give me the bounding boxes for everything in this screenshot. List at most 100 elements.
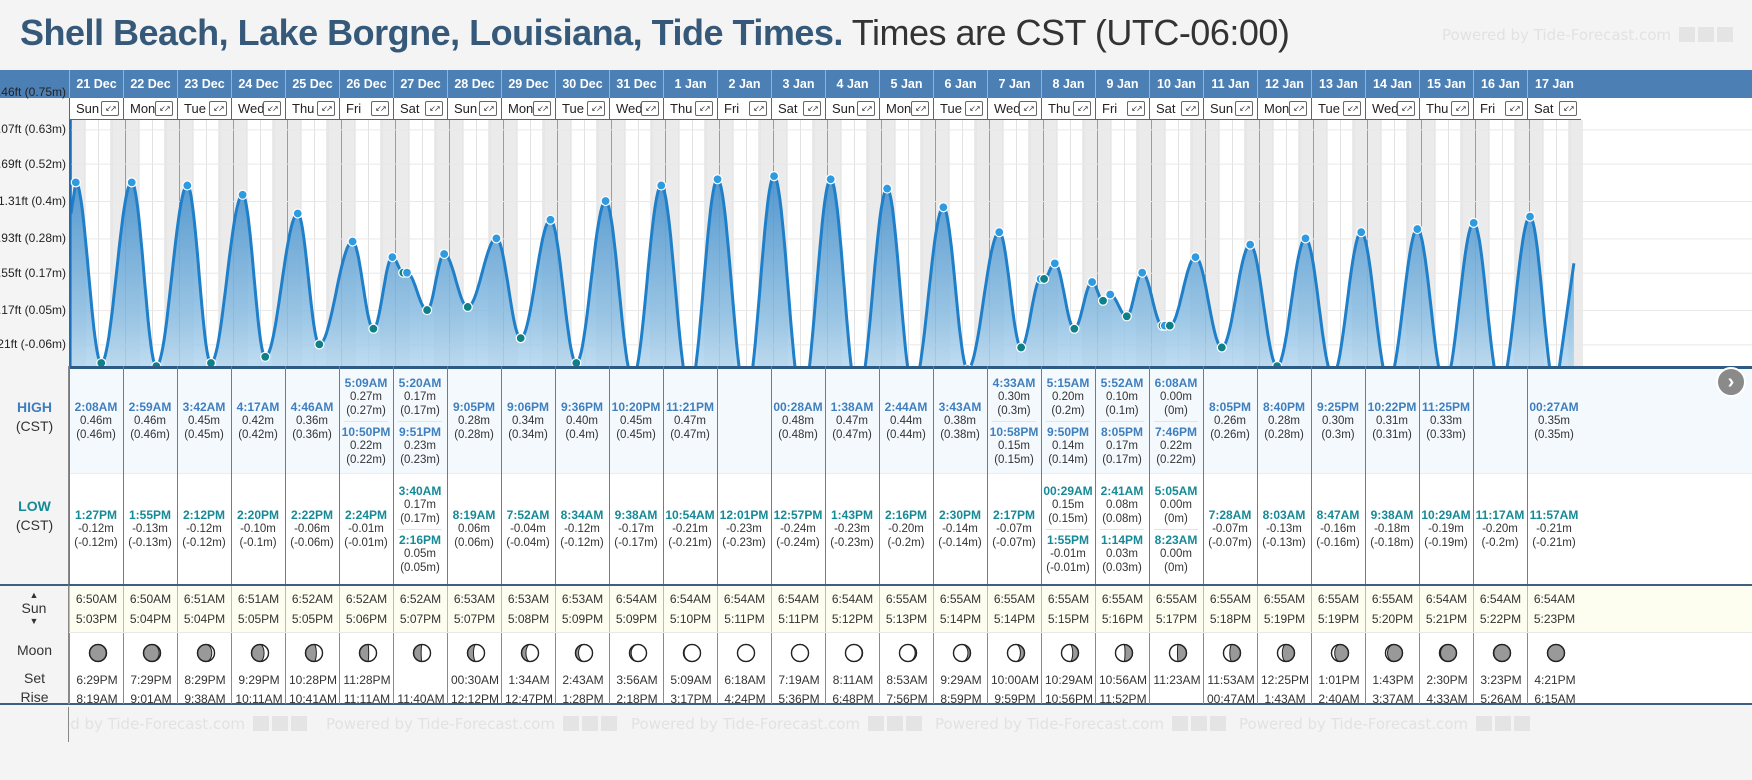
high-tide-point[interactable]: [347, 236, 358, 247]
low-tide-point[interactable]: [260, 351, 271, 362]
expand-day-button[interactable]: ↙↗: [587, 101, 605, 116]
high-tide-point[interactable]: [600, 195, 611, 207]
low-tide-point[interactable]: [515, 333, 526, 344]
moon-phase-icon: [898, 643, 918, 663]
expand-day-button[interactable]: ↙↗: [1451, 101, 1469, 116]
high-tide-point[interactable]: [491, 233, 502, 244]
low-tide-point[interactable]: [368, 323, 379, 334]
expand-day-button[interactable]: ↙↗: [857, 101, 875, 116]
low-tide-point[interactable]: [1097, 295, 1109, 306]
expand-day-button[interactable]: ↙↗: [1127, 101, 1145, 116]
expand-day-button[interactable]: ↙↗: [101, 101, 119, 116]
column-divider: [771, 366, 772, 584]
expand-day-button[interactable]: ↙↗: [965, 101, 983, 116]
low-tide-point[interactable]: [462, 301, 473, 313]
low-tide-point[interactable]: [1164, 320, 1175, 331]
tide-height-alt: (0.3m): [997, 404, 1031, 417]
high-tide-point[interactable]: [1468, 217, 1479, 228]
high-tide-point[interactable]: [1245, 239, 1256, 250]
powered-by-link[interactable]: ed by Tide-Forecast.com: [69, 715, 307, 733]
tide-height-alt: (0m): [1164, 512, 1188, 525]
expand-day-button[interactable]: ↙↗: [317, 101, 335, 116]
powered-by-link[interactable]: Powered by Tide-Forecast.com: [1442, 26, 1733, 44]
tide-height-alt: (0.42m): [238, 429, 278, 441]
sun-times-cell: 6:54AM 5:21PM: [1419, 586, 1473, 632]
expand-day-button[interactable]: ↙↗: [1505, 101, 1523, 116]
high-tide-point[interactable]: [387, 252, 398, 263]
expand-day-button[interactable]: ↙↗: [803, 101, 821, 116]
tide-height: 0.45m: [620, 415, 652, 427]
grid-line-vertical: [1286, 120, 1287, 416]
expand-day-button[interactable]: ↙↗: [641, 101, 659, 116]
high-tide-point[interactable]: [126, 177, 137, 188]
expand-day-button[interactable]: ↙↗: [371, 101, 389, 116]
high-tide-point[interactable]: [1105, 289, 1116, 300]
expand-day-button[interactable]: ↙↗: [263, 101, 281, 116]
tide-height-alt: (0.15m): [1048, 512, 1088, 525]
high-tide-point[interactable]: [70, 177, 81, 188]
date-header-cell: 13 Jan: [1311, 70, 1365, 98]
low-tide-point[interactable]: [1121, 311, 1132, 322]
expand-day-button[interactable]: ↙↗: [1019, 101, 1037, 116]
high-tide-point[interactable]: [1190, 252, 1201, 263]
high-tide-point[interactable]: [825, 174, 836, 185]
expand-day-button[interactable]: ↙↗: [1235, 101, 1253, 116]
low-tide-point[interactable]: [1016, 342, 1027, 353]
high-tide-point[interactable]: [1412, 223, 1423, 235]
expand-day-button[interactable]: ↙↗: [1073, 101, 1091, 116]
tide-height: 0.00m: [1160, 390, 1192, 403]
tide-height-alt: (0.36m): [292, 429, 332, 441]
powered-by-link[interactable]: Powered by Tide-Forecast.com: [631, 715, 922, 733]
expand-day-button[interactable]: ↙↗: [479, 101, 497, 116]
powered-by-link[interactable]: Powered by Tide-Forecast.com: [935, 715, 1226, 733]
expand-day-button[interactable]: ↙↗: [533, 101, 551, 116]
expand-day-button[interactable]: ↙↗: [1397, 101, 1415, 116]
low-tide-point[interactable]: [422, 304, 433, 316]
high-tide-point[interactable]: [712, 174, 723, 185]
expand-day-button[interactable]: ↙↗: [1289, 101, 1307, 116]
powered-by-link[interactable]: Powered by Tide-Forecast.com: [326, 715, 617, 733]
tide-height-alt: (0m): [1164, 404, 1188, 417]
grid-line-vertical: [381, 120, 383, 416]
high-tide-point[interactable]: [938, 202, 949, 213]
expand-day-button[interactable]: ↙↗: [1343, 101, 1361, 116]
low-tide-point[interactable]: [1069, 323, 1080, 334]
high-tide-point[interactable]: [768, 171, 780, 182]
high-tide-point[interactable]: [882, 183, 893, 194]
high-tide-point[interactable]: [994, 227, 1005, 238]
expand-day-button[interactable]: ↙↗: [695, 101, 713, 116]
high-tide-point[interactable]: [545, 214, 556, 225]
high-tide-point[interactable]: [401, 267, 413, 278]
high-tide-point[interactable]: [1300, 233, 1311, 244]
column-divider: [231, 366, 232, 584]
day-divider-line: [1097, 120, 1098, 416]
low-tide-point[interactable]: [1038, 273, 1050, 285]
high-tide-point[interactable]: [439, 248, 450, 260]
expand-day-button[interactable]: ↙↗: [1559, 101, 1577, 116]
expand-day-button[interactable]: ↙↗: [155, 101, 173, 116]
moon-row: 6:29PM 8:19AM 7:29PM 9:01AM 8:29PM 9:38AM 9:29…: [69, 632, 1752, 706]
high-tide-time: 10:20PM: [611, 400, 661, 414]
high-tide-point[interactable]: [1524, 211, 1536, 222]
next-page-button[interactable]: ›: [1716, 367, 1746, 397]
high-tide-point[interactable]: [1137, 267, 1148, 278]
high-tide-point[interactable]: [182, 180, 193, 191]
high-tide-point[interactable]: [656, 180, 667, 191]
expand-day-button[interactable]: ↙↗: [749, 101, 767, 116]
high-tide-point[interactable]: [237, 189, 248, 200]
grid-line-vertical: [1569, 120, 1571, 416]
moon-phase-icon: [628, 643, 648, 663]
expand-day-button[interactable]: ↙↗: [911, 101, 929, 116]
expand-day-button[interactable]: ↙↗: [425, 101, 443, 116]
low-tide-point[interactable]: [1216, 342, 1227, 353]
high-tide-point[interactable]: [292, 208, 303, 219]
high-tide-point[interactable]: [1087, 276, 1098, 288]
expand-day-button[interactable]: ↙↗: [1181, 101, 1199, 116]
powered-by-link[interactable]: Powered by Tide-Forecast.com: [1239, 715, 1530, 733]
high-tide-point[interactable]: [1356, 227, 1367, 238]
moon-cell: 8:11AM 6:48PM: [825, 633, 879, 706]
expand-day-button[interactable]: ↙↗: [209, 101, 227, 116]
high-tide-cell: 00:28AM 0.48m (0.48m): [771, 400, 825, 442]
high-tide-point[interactable]: [1049, 258, 1060, 269]
low-tide-point[interactable]: [314, 339, 325, 350]
